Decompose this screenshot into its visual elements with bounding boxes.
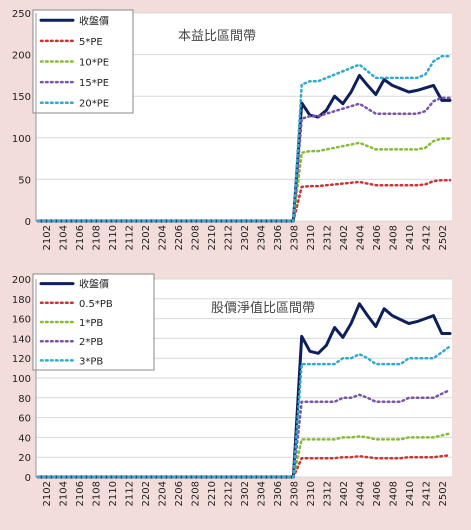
x-tick-label: 2206 [174, 225, 185, 250]
series-lines [36, 55, 452, 223]
x-tick-label: 2212 [224, 481, 235, 506]
legend-box [32, 9, 134, 114]
x-tick-label: 2310 [306, 481, 317, 506]
x-tick-label: 2402 [339, 225, 350, 250]
x-tick-label: 2208 [191, 225, 202, 250]
x-tick-label: 2112 [125, 481, 136, 506]
x-tick-label: 2210 [207, 225, 218, 250]
legend-label: 15*PE [79, 78, 109, 89]
series-line [36, 55, 452, 223]
y-axis-ticks: 0 20 40 60 80 100 120 140 160 180 200 [12, 275, 31, 484]
x-tick-label: 2104 [59, 481, 70, 506]
y-tick-label: 120 [12, 354, 31, 365]
x-tick-label: 2310 [306, 225, 317, 250]
legend-label: 收盤價 [79, 278, 109, 291]
x-tick-label: 2206 [174, 481, 185, 506]
legend-label: 3*PB [79, 356, 103, 367]
x-tick-label: 2112 [125, 225, 136, 250]
x-tick-label: 2312 [322, 225, 333, 250]
y-tick-label: 150 [12, 92, 31, 103]
x-tick-label: 2406 [372, 225, 383, 250]
legend-label: 1*PB [79, 318, 103, 329]
legend-label: 10*PE [79, 58, 109, 69]
y-axis-ticks: 0 50 100 150 200 250 [12, 9, 31, 228]
x-tick-label: 2402 [339, 481, 350, 506]
series-lines [36, 302, 452, 479]
x-tick-label: 2308 [289, 225, 300, 250]
x-tick-label: 2502 [438, 225, 449, 250]
x-tick-label: 2110 [108, 481, 119, 506]
x-tick-label: 2104 [59, 225, 70, 250]
y-tick-label: 50 [18, 175, 31, 186]
x-tick-label: 2208 [191, 481, 202, 506]
x-tick-label: 2412 [421, 481, 432, 506]
x-tick-label: 2302 [240, 225, 251, 250]
y-tick-label: 200 [12, 51, 31, 62]
x-tick-label: 2410 [405, 481, 416, 506]
x-axis-ticks: 2102 2104 2106 2108 2110 2112 2202 2204 2206 2208… [42, 225, 449, 250]
x-tick-label: 2106 [75, 225, 86, 250]
pb-band-chart-panel: 0 20 40 60 80 100 120 140 160 180 200 2102 2104 2106… [0, 266, 471, 530]
y-tick-label: 140 [12, 334, 31, 345]
x-tick-label: 2204 [158, 481, 169, 506]
x-tick-label: 2406 [372, 481, 383, 506]
legend-label: 5*PE [79, 37, 103, 48]
legend-label: 0.5*PB [79, 299, 113, 310]
x-tick-label: 2106 [75, 481, 86, 506]
x-tick-label: 2412 [421, 225, 432, 250]
legend-label: 收盤價 [79, 14, 109, 27]
legend-label: 20*PE [79, 99, 109, 110]
x-tick-label: 2404 [355, 481, 366, 506]
series-line [36, 345, 452, 479]
x-tick-label: 2410 [405, 225, 416, 250]
y-tick-label: 100 [12, 374, 31, 385]
y-tick-label: 40 [18, 433, 31, 444]
chart-title: 本益比區間帶 [178, 29, 256, 44]
x-tick-label: 2308 [289, 481, 300, 506]
x-tick-label: 2212 [224, 225, 235, 250]
x-tick-label: 2210 [207, 481, 218, 506]
y-tick-label: 20 [18, 453, 31, 464]
x-tick-label: 2108 [92, 225, 103, 250]
x-tick-label: 2306 [273, 225, 284, 250]
x-tick-label: 2408 [388, 225, 399, 250]
y-tick-label: 60 [18, 414, 31, 425]
y-tick-label: 0 [25, 217, 31, 228]
x-tick-label: 2102 [42, 481, 53, 506]
x-tick-label: 2204 [158, 225, 169, 250]
x-tick-label: 2312 [322, 481, 333, 506]
pe-band-chart: 0 50 100 150 200 250 2102 2104 2106 2108 2110 2112… [12, 9, 452, 250]
y-tick-label: 200 [12, 275, 31, 286]
x-tick-label: 2202 [141, 225, 152, 250]
x-tick-label: 2202 [141, 481, 152, 506]
legend: 收盤價 5*PE 10*PE 15*PE 20*PE [32, 9, 134, 114]
y-tick-label: 250 [12, 9, 31, 20]
y-tick-label: 160 [12, 315, 31, 326]
x-tick-label: 2108 [92, 481, 103, 506]
x-tick-label: 2304 [256, 225, 267, 250]
y-tick-label: 80 [18, 394, 31, 405]
legend-label: 2*PB [79, 337, 103, 348]
x-tick-label: 2404 [355, 225, 366, 250]
x-tick-label: 2302 [240, 481, 251, 506]
pb-band-chart: 0 20 40 60 80 100 120 140 160 180 200 2102 2104 2106… [12, 273, 452, 506]
y-tick-label: 0 [25, 473, 31, 484]
x-tick-label: 2304 [256, 481, 267, 506]
x-axis-ticks: 2102 2104 2106 2108 2110 2112 2202 2204 2206 2208… [42, 481, 449, 506]
x-tick-label: 2408 [388, 481, 399, 506]
y-tick-label: 180 [12, 295, 31, 306]
x-tick-label: 2502 [438, 481, 449, 506]
x-tick-label: 2110 [108, 225, 119, 250]
y-tick-label: 100 [12, 134, 31, 145]
x-tick-label: 2102 [42, 225, 53, 250]
x-tick-label: 2306 [273, 481, 284, 506]
legend: 收盤價 0.5*PB 1*PB 2*PB 3*PB [32, 273, 155, 371]
pe-band-chart-panel: 0 50 100 150 200 250 2102 2104 2106 2108 2110 2112… [0, 0, 471, 266]
chart-title: 股價淨值比區間帶 [211, 300, 315, 316]
